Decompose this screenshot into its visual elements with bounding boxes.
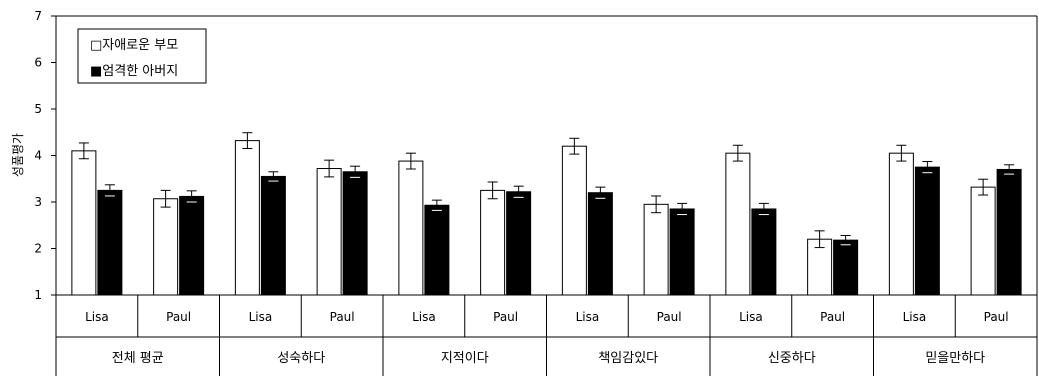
- legend-item-series-2: ■엄격한 아버지: [90, 64, 178, 79]
- category-label: Paul: [984, 310, 1009, 324]
- bar-series-2: [179, 195, 205, 296]
- y-tick-label: 4: [34, 149, 42, 163]
- bar-series-1: [398, 160, 424, 296]
- group-label: 믿을만하다: [925, 351, 985, 366]
- bar-series-2: [260, 175, 286, 296]
- labels: 1 2 3 4 5 6 7 Lisa Paul Lisa Paul Lisa Paul Lisa Paul L…: [34, 9, 1008, 366]
- category-label: Lisa: [412, 310, 436, 324]
- group-label: 지적이다: [441, 351, 489, 366]
- axes: [51, 15, 1038, 376]
- group-label: 전체 평균: [112, 351, 164, 366]
- y-tick-label: 7: [34, 9, 42, 23]
- y-tick-label: 1: [34, 288, 42, 302]
- group-label: 성숙하다: [277, 351, 325, 366]
- group-label: 신중하다: [768, 351, 816, 366]
- bar-series-1: [888, 152, 914, 296]
- bar-series-1: [643, 203, 669, 296]
- group-label: 책임감있다: [598, 351, 658, 366]
- bar-series-2: [669, 208, 695, 296]
- bar-series-2: [914, 166, 940, 296]
- bar-series-1: [725, 152, 751, 296]
- bar-series-2: [996, 168, 1022, 296]
- legend-item-series-1: □자애로운 부모: [90, 38, 178, 53]
- category-label: Paul: [657, 310, 682, 324]
- category-label: Paul: [493, 310, 518, 324]
- bar-series-2: [97, 189, 123, 296]
- bar-series-2: [751, 208, 777, 296]
- bar-series-1: [480, 189, 506, 296]
- y-tick-label: 5: [34, 102, 42, 116]
- y-axis-label: 성품평가: [11, 133, 25, 177]
- y-tick-label: 2: [34, 242, 42, 256]
- bar-series-1: [71, 150, 97, 296]
- y-tick-label: 6: [34, 56, 42, 70]
- legend-box: [77, 28, 207, 84]
- category-label: Lisa: [249, 310, 273, 324]
- category-label: Paul: [166, 310, 191, 324]
- bar-series-1: [153, 198, 179, 296]
- bar-series-1: [807, 238, 833, 296]
- bar-series-2: [587, 192, 613, 296]
- category-label: Paul: [330, 310, 355, 324]
- bar-series-1: [970, 186, 996, 296]
- y-tick-label: 3: [34, 195, 42, 209]
- bar-series-2: [506, 191, 532, 296]
- category-label: Lisa: [576, 310, 600, 324]
- bars: [71, 132, 1022, 296]
- category-label: Paul: [820, 310, 845, 324]
- bar-series-2: [424, 204, 450, 296]
- bar-series-1: [234, 140, 260, 296]
- legend: □자애로운 부모 ■엄격한 아버지: [77, 28, 207, 84]
- bar-series-2: [833, 239, 859, 296]
- category-label: Lisa: [903, 310, 927, 324]
- category-label: Lisa: [85, 310, 109, 324]
- bar-series-1: [561, 145, 587, 296]
- bar-series-2: [342, 171, 368, 296]
- bar-series-1: [316, 168, 342, 296]
- category-label: Lisa: [739, 310, 763, 324]
